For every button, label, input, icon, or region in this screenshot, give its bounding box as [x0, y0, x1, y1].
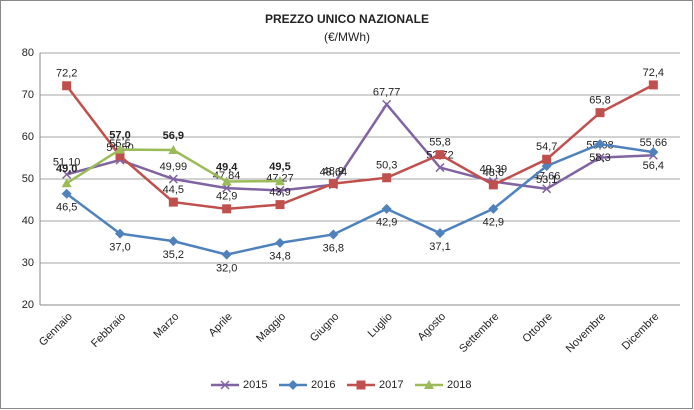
- marker: [435, 163, 445, 173]
- y-tick-label: 80: [22, 47, 34, 59]
- value-label: 43,9: [269, 187, 290, 199]
- series-line: [65, 83, 654, 211]
- value-label: 57,0: [109, 130, 130, 142]
- y-tick-label: 70: [22, 89, 34, 101]
- legend-label: 2018: [447, 379, 471, 391]
- marker: [168, 145, 179, 155]
- marker: [542, 184, 552, 194]
- marker: [542, 154, 552, 164]
- y-tick-label: 20: [22, 299, 34, 311]
- value-label: 42,9: [483, 217, 504, 229]
- marker: [381, 203, 392, 214]
- marker: [382, 173, 392, 183]
- marker: [221, 249, 232, 260]
- legend-marker: [424, 380, 434, 389]
- value-label: 48,64: [320, 167, 348, 179]
- chart-subtitle: (€/MWh): [324, 30, 370, 44]
- marker: [488, 180, 498, 190]
- value-label: 49,0: [56, 163, 77, 175]
- marker: [435, 150, 445, 160]
- value-label: 67,77: [373, 86, 401, 98]
- legend-label: 2015: [243, 379, 267, 391]
- marker: [275, 185, 285, 195]
- value-label: 37,0: [109, 242, 130, 254]
- marker: [648, 147, 659, 158]
- value-label: 55,66: [640, 137, 668, 149]
- marker: [328, 229, 339, 240]
- marker: [275, 200, 285, 210]
- marker: [595, 108, 605, 118]
- series-line: [66, 102, 654, 192]
- value-label: 42,9: [376, 217, 397, 229]
- value-label: 56,4: [643, 160, 664, 172]
- value-label: 49,5: [269, 161, 290, 173]
- value-label: 48,9: [323, 166, 344, 178]
- marker: [168, 174, 178, 184]
- value-label: 49,4: [216, 161, 238, 173]
- marker: [221, 176, 232, 186]
- value-label: 55,8: [429, 137, 450, 149]
- marker: [115, 144, 125, 154]
- value-label: 36,8: [323, 242, 344, 254]
- legend-label: 2017: [379, 379, 403, 391]
- value-label: 32,0: [216, 263, 237, 275]
- value-label: 56,9: [163, 130, 184, 142]
- value-label: 50,3: [376, 160, 397, 172]
- y-tick-label: 60: [22, 131, 34, 143]
- legend-marker: [356, 380, 366, 390]
- marker: [115, 151, 125, 161]
- value-label: 51,10: [53, 156, 81, 168]
- marker: [62, 81, 72, 91]
- marker: [435, 228, 445, 239]
- value-label: 55,5: [109, 138, 130, 150]
- marker: [61, 178, 72, 188]
- value-label: 48,6: [483, 167, 504, 179]
- value-label: 53,1: [536, 174, 557, 186]
- marker: [488, 203, 499, 214]
- value-label: 58,3: [589, 152, 610, 164]
- value-label: 72,2: [56, 68, 77, 80]
- value-label: 37,1: [429, 241, 450, 253]
- marker: [328, 179, 338, 189]
- value-label: 44,5: [163, 184, 184, 196]
- marker: [222, 204, 232, 214]
- marker: [595, 139, 605, 150]
- marker: [595, 153, 605, 163]
- value-label: 42,9: [216, 191, 237, 203]
- marker: [168, 197, 178, 207]
- marker: [61, 188, 72, 199]
- marker: [648, 80, 658, 90]
- series-line: [65, 142, 654, 256]
- marker: [382, 99, 392, 109]
- value-label: 35,2: [163, 249, 184, 261]
- legend-marker: [220, 380, 230, 390]
- value-label: 34,8: [269, 251, 290, 263]
- marker: [275, 176, 285, 186]
- marker: [275, 237, 285, 248]
- chart-title: PREZZO UNICO NAZIONALE: [265, 12, 429, 26]
- value-label: 49,39: [480, 163, 508, 175]
- y-tick-label: 40: [22, 215, 34, 227]
- marker: [168, 236, 179, 247]
- marker: [115, 228, 125, 239]
- value-label: 47,66: [533, 171, 561, 183]
- y-tick-label: 50: [22, 173, 34, 185]
- legend-label: 2016: [311, 379, 335, 391]
- value-label: 65,8: [589, 95, 610, 107]
- y-tick-label: 30: [22, 257, 34, 269]
- value-label: 47,84: [213, 170, 241, 182]
- marker: [62, 169, 72, 179]
- legend-marker: [288, 380, 298, 390]
- value-label: 46,5: [56, 202, 77, 214]
- value-label: 72,4: [643, 67, 664, 79]
- value-label: 49,99: [160, 161, 188, 173]
- value-label: 54,7: [536, 141, 557, 153]
